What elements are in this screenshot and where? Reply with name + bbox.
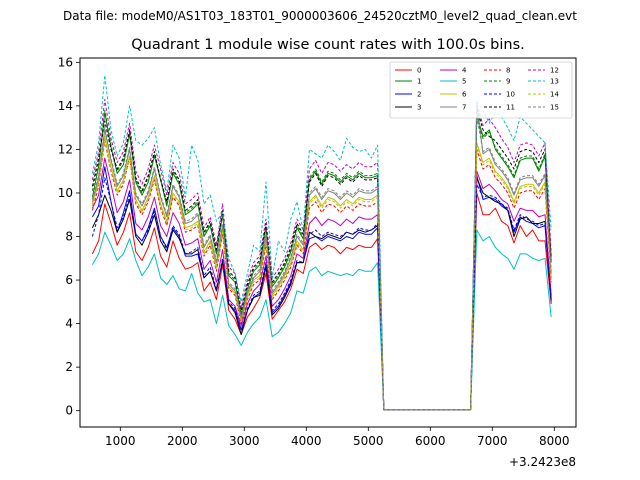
legend-label-0: 0 [417,67,421,75]
plot-background [80,58,576,427]
y-axis: 0 2 4 6 8 10 12 14 16 [58,55,80,418]
legend-label-12: 12 [550,67,559,75]
legend-label-6: 6 [462,91,467,99]
legend-label-14: 14 [550,91,559,99]
legend-label-13: 13 [550,78,559,86]
y-tick-label: 8 [65,230,73,244]
x-tick-label: 7000 [477,434,508,448]
legend-label-4: 4 [462,67,467,75]
series-line-14 [91,138,552,411]
legend-label-15: 15 [550,104,559,112]
y-tick-label: 16 [58,55,73,69]
x-tick-label: 1000 [105,434,136,448]
y-tick-label: 2 [65,360,73,374]
plot-area [79,57,577,428]
y-tick-label: 6 [65,273,73,287]
legend-box [389,61,573,119]
series-layer [91,74,552,411]
series-line-15 [91,116,552,411]
x-tick-label: 3000 [229,434,260,448]
legend-label-7: 7 [462,104,466,112]
x-tick-label: 8000 [539,434,570,448]
series-line-13 [91,74,552,411]
x-tick-label: 5000 [353,434,384,448]
chart-title: Quadrant 1 module wise count rates with … [131,37,525,53]
x-tick-label: 4000 [291,434,322,448]
y-tick-label: 4 [65,317,73,331]
x-tick-label: 6000 [415,434,446,448]
legend-label-9: 9 [506,78,510,86]
legend-label-10: 10 [506,91,515,99]
legend-label-2: 2 [417,91,421,99]
x-axis: 1000 2000 3000 4000 5000 6000 7000 8000 [105,427,570,448]
legend-label-1: 1 [417,78,421,86]
series-line-5 [91,229,552,411]
y-tick-label: 10 [58,186,73,200]
legend-label-11: 11 [506,104,515,112]
y-tick-label: 12 [58,142,73,156]
axes-frame [79,57,577,428]
legend-label-3: 3 [417,104,421,112]
x-tick-label: 2000 [167,434,198,448]
y-tick-label: 14 [58,99,73,113]
legend-label-8: 8 [506,67,510,75]
legend-label-5: 5 [462,78,466,86]
data-file-label: Data file: modeM0/AS1T03_183T01_90000036… [63,9,577,23]
y-tick-label: 0 [65,404,73,418]
x-offset-label: +3.2423e8 [509,455,576,469]
